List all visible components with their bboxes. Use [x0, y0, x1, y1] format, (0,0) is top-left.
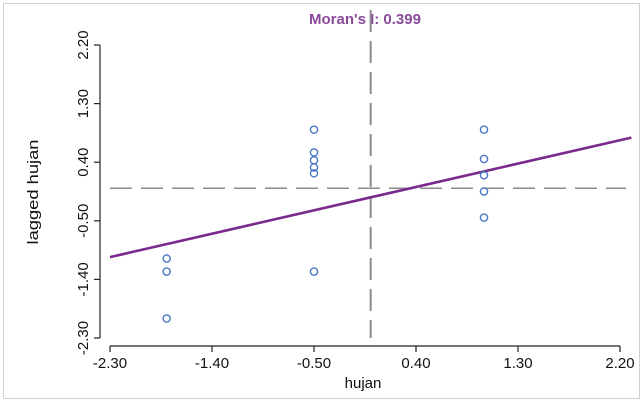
x-axis-title: hujan [345, 375, 382, 392]
y-tick-label-2: -1.40 [75, 262, 92, 296]
y-tick-label-6: 2.20 [75, 30, 92, 59]
data-points [162, 125, 489, 323]
x-tick-label-3: -0.50 [297, 355, 331, 372]
data-point-12 [479, 170, 489, 180]
y-tick-label-3: -0.50 [75, 204, 92, 238]
data-point-3 [162, 314, 171, 323]
axes: -2.30 -1.40 -0.50 0.40 1.30 2.20 -2.30 -1.40 -0.… [75, 30, 635, 372]
x-tick-label-5: 1.30 [503, 355, 532, 372]
data-point-6 [309, 155, 319, 165]
data-point-5 [309, 148, 319, 157]
x-tick-label-2: -1.40 [195, 355, 229, 372]
data-point-8 [309, 168, 319, 178]
data-point-10 [479, 125, 489, 134]
x-tick-label-4: 0.40 [401, 355, 430, 372]
y-tick-label-1: -2.30 [75, 321, 92, 355]
data-point-14 [479, 213, 489, 222]
data-point-11 [479, 154, 489, 164]
regression-line [109, 136, 632, 259]
chart-frame [3, 3, 640, 399]
regression-line-group [109, 136, 632, 259]
x-tick-label-1: -2.30 [93, 355, 127, 372]
mean-lines [110, 10, 626, 338]
y-axis-title: lagged hujan [25, 140, 42, 245]
data-point-2 [162, 267, 171, 276]
y-tick-label-4: 0.40 [75, 148, 92, 177]
data-point-1 [162, 254, 171, 263]
y-tick-label-5: 1.30 [75, 89, 92, 118]
data-point-4 [309, 125, 319, 134]
x-tick-label-6: 2.20 [605, 355, 634, 372]
data-point-13 [479, 187, 489, 196]
data-point-9 [309, 267, 319, 276]
data-point-7 [309, 163, 319, 172]
chart-title: Moran's I: 0.399 [309, 11, 421, 28]
